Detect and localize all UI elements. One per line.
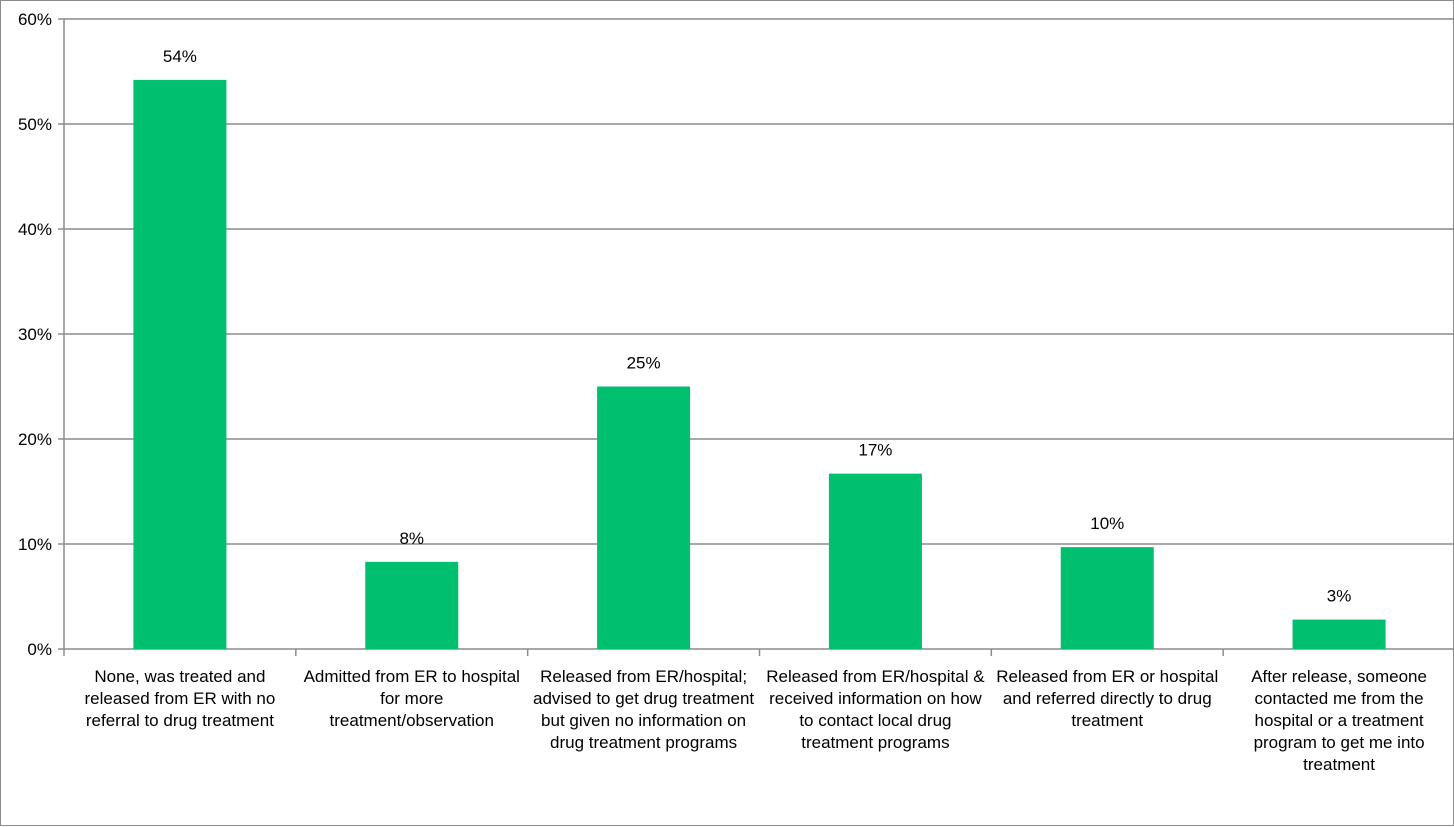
x-category-label-line: Released from ER/hospital & — [766, 667, 985, 686]
bar — [1060, 547, 1154, 649]
y-tick-label: 40% — [18, 220, 52, 239]
x-category-label: Admitted from ER to hospital for more trea… — [304, 667, 520, 730]
y-tick-label: 30% — [18, 325, 52, 344]
x-category-label: Released from ER/hospital; advised to get… — [533, 667, 754, 752]
x-category-label-line: advised to get drug treatment — [533, 689, 754, 708]
x-category-label-line: None, was treated and — [94, 667, 265, 686]
x-category-label-line: Admitted from ER to hospital — [304, 667, 520, 686]
x-category-label-line: treatment/observation — [330, 711, 494, 730]
data-label: 25% — [627, 354, 661, 373]
y-tick-label: 10% — [18, 535, 52, 554]
bar — [365, 561, 459, 649]
x-category-label-line: Released from ER/hospital; — [540, 667, 747, 686]
x-category-label-line: hospital or a treatment — [1255, 711, 1424, 730]
x-category-label-line: and referred directly to drug — [1003, 689, 1212, 708]
y-tick-label: 20% — [18, 430, 52, 449]
y-tick-label: 60% — [18, 10, 52, 29]
data-label: 8% — [399, 529, 424, 548]
x-category-label: Released from ER or hospital and referred… — [996, 667, 1218, 730]
x-category-label-line: for more — [380, 689, 443, 708]
x-category-label-line: program to get me into — [1254, 733, 1425, 752]
x-category-label-line: to contact local drug — [799, 711, 951, 730]
x-category-label-line: but given no information on — [541, 711, 746, 730]
data-label: 17% — [858, 441, 892, 460]
x-category-label-line: treatment — [1303, 755, 1375, 774]
x-category-label-line: referral to drug treatment — [86, 711, 274, 730]
y-tick-label: 50% — [18, 115, 52, 134]
x-category-label: Released from ER/hospital & received info… — [766, 667, 985, 752]
x-category-label-line: contacted me from the — [1255, 689, 1424, 708]
bar — [1292, 619, 1386, 649]
data-label: 10% — [1090, 514, 1124, 533]
x-category-label-line: drug treatment programs — [550, 733, 737, 752]
y-tick-label: 0% — [27, 640, 52, 659]
x-category-label: After release, someone contacted me from … — [1251, 667, 1427, 774]
x-category-label-line: treatment programs — [801, 733, 949, 752]
x-category-label: None, was treated and released from ER wi… — [84, 667, 275, 730]
bar — [828, 473, 922, 649]
x-category-label-line: Released from ER or hospital — [996, 667, 1218, 686]
x-category-label-line: released from ER with no — [84, 689, 275, 708]
bar — [133, 79, 227, 649]
data-label: 3% — [1327, 587, 1352, 606]
x-category-label-line: received information on how — [769, 689, 982, 708]
x-category-label-line: treatment — [1071, 711, 1143, 730]
bar — [597, 386, 691, 649]
x-category-label-line: After release, someone — [1251, 667, 1427, 686]
data-label: 54% — [163, 47, 197, 66]
